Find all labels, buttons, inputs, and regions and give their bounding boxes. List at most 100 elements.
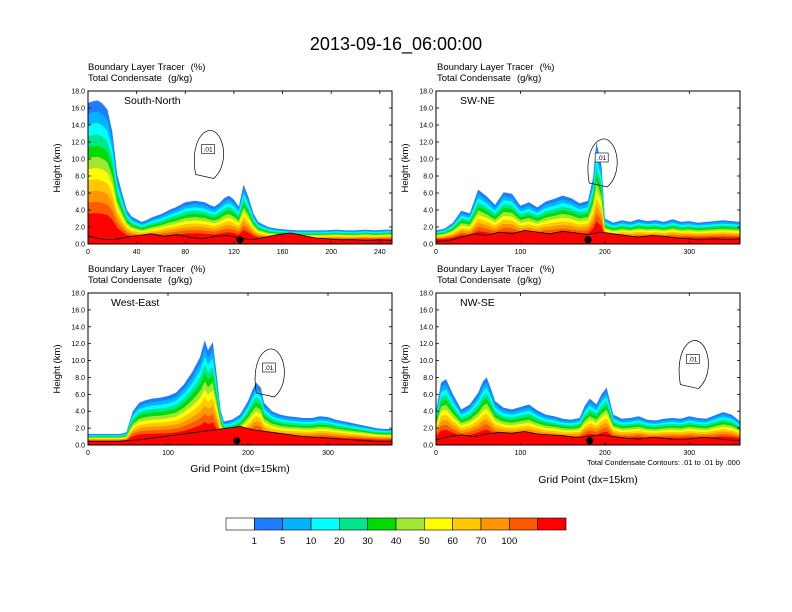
contour-note: Total Condensate Contours: .01 to .01 by… (587, 458, 740, 467)
terrain (88, 425, 392, 445)
panel-2-ylabel: Height (km) (52, 344, 63, 393)
panel-3-field-label-2: Total Condensate (g/kg) (437, 275, 541, 286)
x-tick-label: 0 (434, 249, 438, 256)
panel-0-name: South-North (124, 95, 181, 107)
y-tick-label: 16.0 (71, 307, 85, 314)
y-tick-label: 8.0 (423, 375, 433, 382)
y-tick-label: 4.0 (423, 409, 433, 416)
location-marker (233, 437, 241, 445)
x-tick-label: 300 (683, 450, 695, 457)
colorbar-swatch (282, 517, 312, 531)
y-tick-label: 16.0 (419, 307, 433, 314)
colorbar-label: 40 (391, 536, 402, 547)
y-tick-label: 0.0 (75, 242, 85, 249)
panel-3-name: NW-SE (460, 297, 495, 309)
colorbar-swatch (254, 517, 283, 531)
panel-2-name: West-East (111, 297, 159, 309)
y-tick-label: 10.0 (419, 358, 433, 365)
y-tick-label: 10.0 (71, 157, 85, 164)
panel-2-field-label-2: Total Condensate (g/kg) (88, 275, 192, 286)
y-tick-label: 4.0 (75, 208, 85, 215)
contour-label: .01 (204, 147, 213, 154)
panel-sw-ne: Boundary Layer Tracer (%) Total Condensat… (400, 62, 741, 256)
colorbar-swatch (339, 517, 368, 531)
y-tick-label: 14.0 (71, 123, 85, 130)
contour-label-box (201, 144, 215, 154)
x-tick-label: 200 (599, 450, 611, 457)
colorbar-swatch (509, 517, 538, 531)
panel-1-name: SW-NE (460, 95, 495, 107)
x-tick-label: 100 (515, 450, 527, 457)
x-tick-label: 300 (322, 450, 334, 457)
x-tick-label: 100 (162, 450, 174, 457)
location-marker (236, 236, 244, 244)
x-tick-label: 0 (86, 249, 90, 256)
y-tick-label: 0.0 (423, 443, 433, 450)
y-tick-label: 8.0 (75, 174, 85, 181)
y-tick-label: 10.0 (71, 358, 85, 365)
plot-frame (87, 292, 393, 446)
colorbar-label: 30 (362, 536, 373, 547)
contour-label-box (262, 362, 276, 373)
x-tick-label: 0 (86, 450, 90, 457)
condensate-contour (587, 138, 618, 188)
panel-2-field-label-1: Boundary Layer Tracer (%) (88, 264, 205, 275)
y-tick-label: 18.0 (419, 291, 433, 298)
y-tick-label: 8.0 (75, 375, 85, 382)
x-tick-label: 80 (181, 249, 189, 256)
y-tick-label: 12.0 (71, 341, 85, 348)
panel-1-field-label-1: Boundary Layer Tracer (%) (437, 62, 554, 73)
plot-frame (87, 90, 393, 245)
location-marker (586, 437, 594, 445)
panel-1-field-label-2: Total Condensate (g/kg) (437, 73, 541, 84)
colorbar-label: 1 (252, 536, 257, 547)
colorbar-swatch (395, 517, 425, 531)
x-tick-label: 40 (133, 249, 141, 256)
y-tick-label: 8.0 (423, 174, 433, 181)
colorbar-swatch (367, 517, 397, 531)
x-tick-label: 240 (374, 249, 386, 256)
colorbar-swatch (452, 517, 482, 531)
colorbar-swatch (310, 517, 340, 531)
y-tick-label: 18.0 (71, 89, 85, 96)
panel-south-north: Boundary Layer Tracer (%) Total Condensat… (52, 62, 393, 256)
colorbar: 1 5 10 20 30 40 50 60 70 100 (225, 517, 567, 547)
panel-west-east: Boundary Layer Tracer (%) Total Condensat… (52, 264, 393, 475)
colorbar-swatch (424, 517, 453, 531)
x-tick-label: 200 (599, 249, 611, 256)
y-tick-label: 16.0 (71, 106, 85, 113)
colorbar-label: 60 (447, 536, 458, 547)
x-tick-label: 120 (228, 249, 240, 256)
y-tick-label: 14.0 (419, 123, 433, 130)
y-tick-label: 4.0 (423, 208, 433, 215)
contour-label-box (686, 354, 700, 364)
panel-3-ylabel: Height (km) (400, 344, 411, 393)
x-tick-label: 100 (515, 249, 527, 256)
condensate-contour (678, 340, 709, 389)
contour-label: .01 (597, 155, 606, 162)
chart-title: 2013-09-16_06:00:00 (310, 34, 482, 55)
y-tick-label: 0.0 (423, 242, 433, 249)
condensate-contour (194, 130, 224, 179)
x-tick-label: 0 (434, 450, 438, 457)
panel-3-xlabel: Grid Point (dx=15km) (538, 474, 638, 486)
y-tick-label: 2.0 (423, 225, 433, 232)
y-tick-label: 18.0 (419, 89, 433, 96)
y-tick-label: 0.0 (75, 443, 85, 450)
location-marker (584, 236, 592, 244)
panel-2-xlabel: Grid Point (dx=15km) (190, 463, 290, 475)
plot-frame (435, 90, 741, 245)
y-tick-label: 2.0 (75, 426, 85, 433)
colorbar-label: 100 (501, 536, 517, 547)
contour-label: .01 (688, 357, 697, 364)
y-tick-label: 14.0 (419, 324, 433, 331)
tracer-band-10 (88, 201, 392, 244)
colorbar-swatch (225, 517, 255, 531)
x-tick-label: 160 (277, 249, 289, 256)
colorbar-label: 5 (280, 536, 285, 547)
y-tick-label: 2.0 (423, 426, 433, 433)
y-tick-label: 6.0 (423, 191, 433, 198)
y-tick-label: 12.0 (419, 341, 433, 348)
y-tick-label: 18.0 (71, 291, 85, 298)
